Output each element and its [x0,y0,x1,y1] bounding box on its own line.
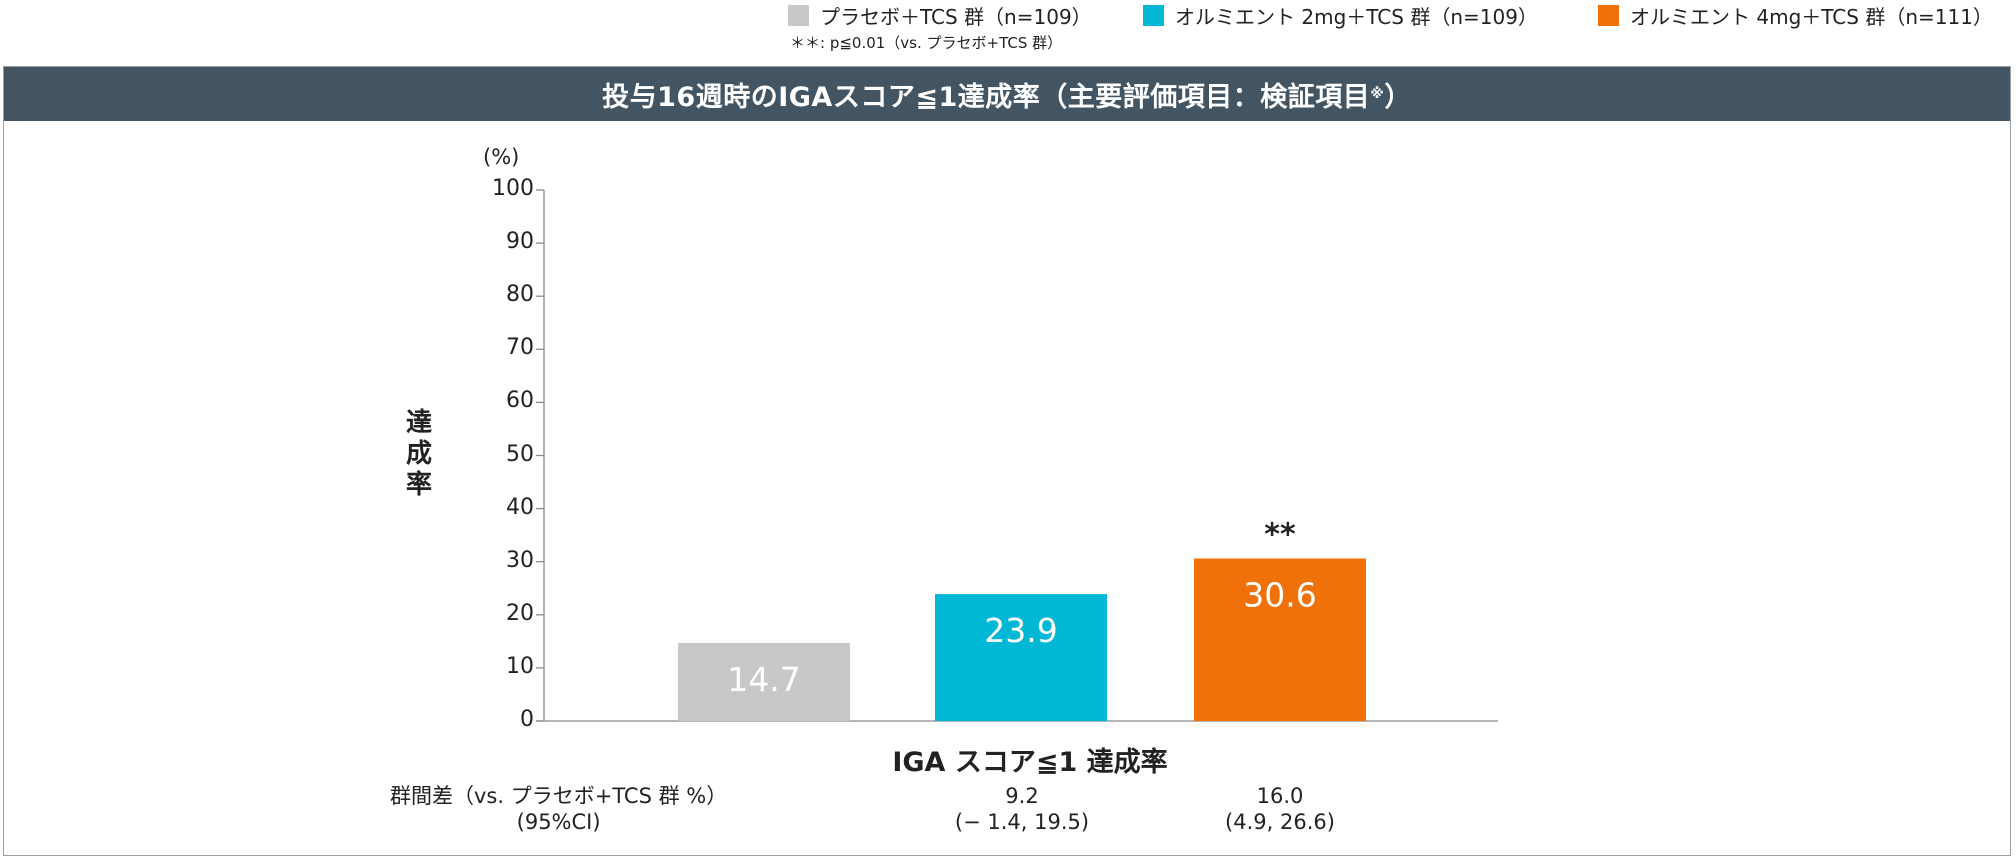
chart-title-text: 投与16週時のIGAスコア≦1達成率（主要評価項目：検証項目 [602,81,1371,113]
y-tick-label: 70 [506,335,534,361]
significance-footnote: ＊＊: p≦0.01（vs. プラセボ+TCS 群） [790,34,1063,52]
y-tick-label: 0 [520,707,534,732]
legend-swatch-2mg [1143,4,1164,26]
legend-item-4mg: オルミエント 4mg＋TCS 群（n=111） [1598,2,1993,29]
bar-value-label-1: 23.9 [984,611,1057,650]
bar-0 [678,642,850,721]
group-diff-2mg-ci: (− 1.4, 19.5) [954,810,1090,834]
y-tick-label: 50 [506,441,534,467]
legend-item-2mg: オルミエント 2mg＋TCS 群（n=109） [1143,2,1538,29]
group-diff-4mg-ci: (4.9, 26.6) [1225,810,1335,834]
legend-label-2mg: オルミエント 2mg＋TCS 群（n=109） [1175,4,1538,29]
y-tick-label: 60 [506,388,534,414]
y-axis-unit: (%) [483,145,520,169]
legend-swatch-placebo [788,4,809,26]
bar-value-label-0: 14.7 [727,660,800,699]
chart-title-mark: ※ [1370,86,1385,102]
group-diff-4mg-value: 16.0 [1256,784,1304,808]
y-axis-title-char: 成 [405,439,432,469]
bar-value-label-2: 30.6 [1243,576,1316,615]
y-tick-label: 40 [506,494,534,520]
y-axis-title-char: 率 [405,470,432,500]
y-tick-label: 80 [506,282,534,308]
legend-label-4mg: オルミエント 4mg＋TCS 群（n=111） [1630,4,1993,29]
y-tick-label: 20 [506,600,534,626]
y-tick-label: 10 [506,653,534,679]
bar-1 [935,594,1107,721]
y-tick-label: 100 [492,176,534,201]
chart-title-close: ） [1384,81,1412,113]
bar-2 [1194,558,1366,721]
chart-title: 投与16週時のIGAスコア≦1達成率（主要評価項目：検証項目 ※） [4,67,2010,121]
legend-item-placebo: プラセボ＋TCS 群（n=109） [788,2,1092,29]
significance-marker-2: ** [1264,518,1296,553]
chart-panel: 投与16週時のIGAスコア≦1達成率（主要評価項目：検証項目 ※） [3,66,2011,856]
group-diff-2mg: 9.2 (− 1.4, 19.5) [912,783,1132,835]
group-diff-label: 群間差（vs. プラセボ+TCS 群 %） (95%CI) [390,783,727,835]
group-diff-label-line1: 群間差（vs. プラセボ+TCS 群 %） [390,784,728,808]
y-axis-title-char: 達 [405,408,432,438]
y-axis-title: 達 成 率 [404,408,434,501]
x-axis-label: IGA スコア≦1 達成率 [892,747,1168,778]
legend: プラセボ＋TCS 群（n=109） オルミエント 2mg＋TCS 群（n=109… [0,0,2016,30]
group-diff-4mg: 16.0 (4.9, 26.6) [1170,783,1390,835]
group-diff-label-line2: (95%CI) [516,810,601,834]
legend-swatch-4mg [1598,4,1619,26]
y-tick-label: 90 [506,229,534,255]
legend-label-placebo: プラセボ＋TCS 群（n=109） [820,4,1092,29]
y-tick-label: 30 [506,547,534,573]
group-diff-2mg-value: 9.2 [1005,784,1039,808]
